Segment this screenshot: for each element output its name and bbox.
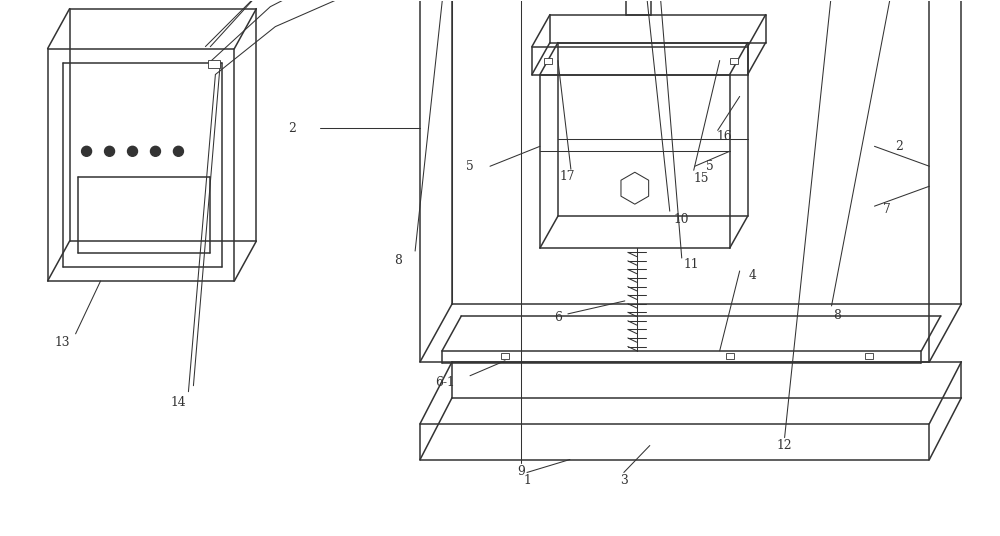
Text: 17: 17 [559, 170, 575, 183]
Text: 4: 4 [749, 270, 757, 282]
Circle shape [173, 146, 183, 157]
Text: 3: 3 [620, 474, 628, 487]
Text: 14: 14 [171, 396, 186, 409]
Bar [726, 353, 734, 359]
Text: 9: 9 [517, 465, 525, 478]
Circle shape [150, 146, 160, 157]
Text: 7: 7 [883, 203, 890, 215]
Text: 8: 8 [394, 254, 402, 266]
Text: 6-1: 6-1 [435, 376, 455, 389]
Text: 16: 16 [717, 130, 732, 143]
Text: 1: 1 [523, 474, 531, 487]
Text: 11: 11 [684, 257, 699, 271]
Circle shape [82, 146, 92, 157]
Text: 12: 12 [777, 439, 792, 452]
Text: 2: 2 [288, 122, 296, 135]
Circle shape [128, 146, 138, 157]
Bar [501, 353, 509, 359]
Bar [208, 59, 220, 68]
Bar [544, 57, 552, 64]
Text: 5: 5 [706, 160, 714, 173]
Text: 6: 6 [554, 311, 562, 324]
Text: 8: 8 [834, 309, 841, 322]
Text: 10: 10 [674, 213, 689, 226]
Circle shape [105, 146, 115, 157]
Text: 15: 15 [694, 172, 709, 185]
Text: 2: 2 [896, 140, 903, 153]
Bar [730, 57, 738, 64]
Bar [865, 353, 873, 359]
Text: 13: 13 [55, 336, 70, 349]
Text: 5: 5 [466, 160, 474, 173]
